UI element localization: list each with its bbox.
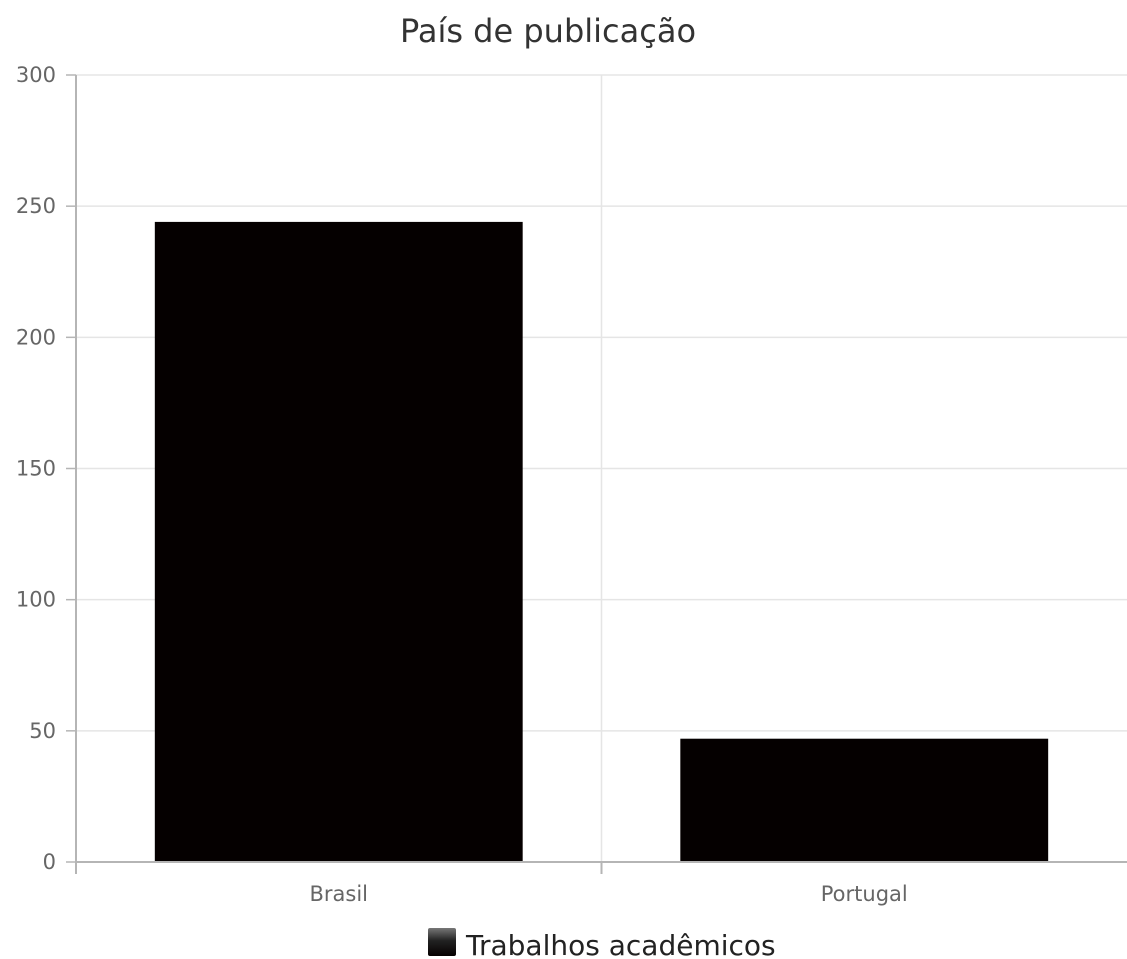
y-tick-label: 150 [16, 457, 56, 481]
x-axis-ticks: Brasil Portugal [75, 862, 908, 906]
y-tick-label: 200 [16, 325, 56, 349]
y-tick-label: 250 [16, 194, 56, 218]
legend-label: Trabalhos acadêmicos [465, 929, 776, 959]
x-tick-label: Brasil [309, 882, 368, 906]
legend-swatch [428, 928, 456, 956]
legend[interactable]: Trabalhos acadêmicos [428, 928, 776, 959]
bar-portugal[interactable] [680, 738, 1049, 862]
y-tick-label: 100 [16, 588, 56, 612]
y-axis-ticks: 0 50 100 150 200 250 300 [16, 63, 76, 874]
y-tick-label: 50 [29, 719, 56, 743]
chart-title: País de publicação [400, 12, 696, 50]
bars [154, 221, 1049, 862]
x-tick-label: Portugal [821, 882, 908, 906]
bar-brasil[interactable] [154, 221, 523, 862]
y-tick-label: 0 [43, 850, 56, 874]
y-tick-label: 300 [16, 63, 56, 87]
